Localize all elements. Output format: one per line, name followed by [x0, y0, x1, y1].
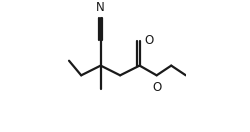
Text: O: O	[152, 81, 161, 94]
Text: N: N	[96, 1, 105, 15]
Text: O: O	[144, 34, 154, 47]
